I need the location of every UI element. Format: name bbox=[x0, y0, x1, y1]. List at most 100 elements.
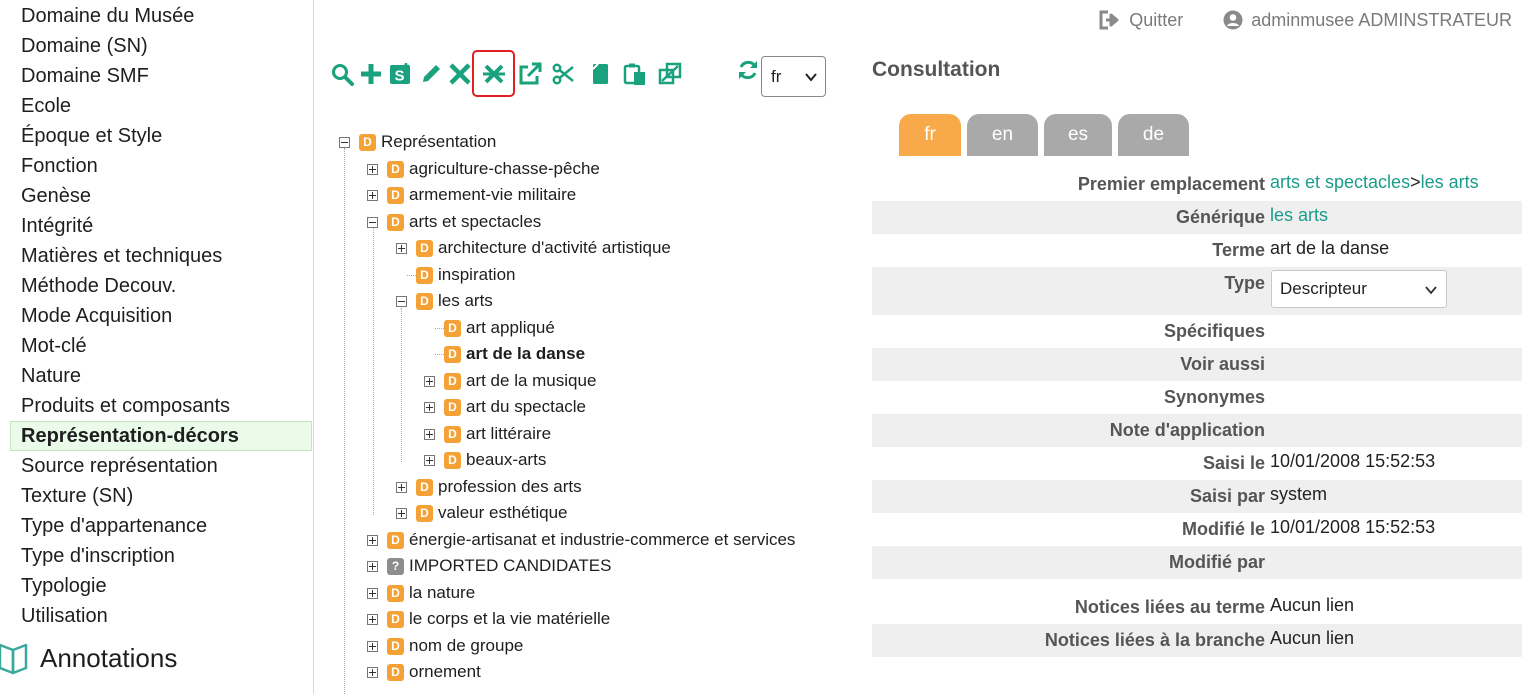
tree-node[interactable]: D art de la musique bbox=[424, 368, 596, 394]
collapse-toggle-icon[interactable] bbox=[339, 136, 350, 148]
tab-en[interactable]: en bbox=[967, 114, 1038, 156]
tree-node-label[interactable]: beaux-arts bbox=[466, 450, 547, 469]
search-button[interactable] bbox=[328, 58, 356, 90]
expand-toggle-icon[interactable] bbox=[367, 534, 378, 546]
tree-node-label[interactable]: profession des arts bbox=[438, 477, 582, 496]
expand-toggle-icon[interactable] bbox=[424, 454, 435, 466]
tree-node[interactable]: D arts et spectacles bbox=[367, 209, 541, 235]
tree-node[interactable]: D Représentation bbox=[339, 129, 496, 155]
expand-toggle-icon[interactable] bbox=[367, 163, 378, 175]
copy-button[interactable] bbox=[586, 58, 614, 90]
user-menu[interactable]: adminmusee ADMINSTRATEUR bbox=[1223, 10, 1512, 31]
tree-node[interactable]: D architecture d'activité artistique bbox=[396, 235, 671, 261]
sidebar-item-domaine-smf[interactable]: Domaine SMF bbox=[21, 65, 149, 87]
open-external-button[interactable] bbox=[516, 58, 544, 90]
expand-toggle-icon[interactable] bbox=[424, 375, 435, 387]
tree-node[interactable]: D agriculture-chasse-pêche bbox=[367, 156, 600, 182]
tree-node[interactable]: D profession des arts bbox=[396, 474, 582, 500]
tree-node[interactable]: D art littéraire bbox=[424, 421, 551, 447]
tree-node-selected[interactable]: D art de la danse bbox=[424, 341, 585, 367]
expand-toggle-icon[interactable] bbox=[424, 428, 435, 440]
tree-node[interactable]: D valeur esthétique bbox=[396, 500, 567, 526]
sidebar-item-type-d-appartenance[interactable]: Type d'appartenance bbox=[21, 515, 208, 537]
expand-toggle-icon[interactable] bbox=[424, 401, 435, 413]
tree-node[interactable]: D inspiration bbox=[396, 262, 516, 288]
language-select[interactable]: fr bbox=[761, 56, 826, 97]
expand-toggle-icon[interactable] bbox=[367, 587, 378, 599]
sidebar-item-produits-et-composants[interactable]: Produits et composants bbox=[21, 395, 230, 417]
type-select[interactable]: Descripteur bbox=[1271, 270, 1447, 308]
tree-node-label[interactable]: nom de groupe bbox=[409, 636, 524, 655]
merge-button[interactable] bbox=[656, 58, 684, 90]
tree-node[interactable]: D nom de groupe bbox=[367, 633, 523, 659]
sidebar-item-mode-acquisition[interactable]: Mode Acquisition bbox=[21, 305, 173, 327]
tree-node[interactable]: D les arts bbox=[396, 288, 493, 314]
tree-node-label[interactable]: ornement bbox=[409, 662, 481, 681]
link-arts-et-spectacles[interactable]: arts et spectacles bbox=[1270, 172, 1411, 192]
sidebar-item-representation-decors[interactable]: Représentation-décors bbox=[10, 421, 312, 451]
move-button[interactable] bbox=[472, 50, 515, 97]
expand-toggle-icon[interactable] bbox=[396, 481, 407, 493]
sidebar-item-mot-cle[interactable]: Mot-clé bbox=[21, 335, 87, 357]
sidebar-item-genese[interactable]: Genèse bbox=[21, 185, 92, 207]
tree-node[interactable]: D la nature bbox=[367, 580, 475, 606]
tree-node[interactable]: D beaux-arts bbox=[424, 447, 546, 473]
expand-toggle-icon[interactable] bbox=[367, 189, 378, 201]
sidebar-item-utilisation[interactable]: Utilisation bbox=[21, 605, 108, 627]
edit-button[interactable] bbox=[417, 58, 445, 90]
expand-toggle-icon[interactable] bbox=[396, 242, 407, 254]
sidebar-item-integrite[interactable]: Intégrité bbox=[21, 215, 94, 237]
tree-node[interactable]: D ornement bbox=[367, 659, 481, 685]
tree-node[interactable]: D énergie-artisanat et industrie-commerc… bbox=[367, 527, 795, 553]
paste-button[interactable] bbox=[621, 58, 649, 90]
tree-node[interactable]: D armement-vie militaire bbox=[367, 182, 576, 208]
tree-node-label[interactable]: agriculture-chasse-pêche bbox=[409, 159, 600, 178]
expand-toggle-icon[interactable] bbox=[367, 613, 378, 625]
expand-toggle-icon[interactable] bbox=[367, 640, 378, 652]
tree-node-label[interactable]: IMPORTED CANDIDATES bbox=[409, 556, 612, 575]
tree-node[interactable]: ? IMPORTED CANDIDATES bbox=[367, 553, 611, 579]
tree-node[interactable]: D art appliqué bbox=[424, 315, 555, 341]
refresh-button[interactable] bbox=[734, 54, 762, 86]
tree-node-label[interactable]: les arts bbox=[438, 291, 493, 310]
sidebar-item-domaine-du-musee[interactable]: Domaine du Musée bbox=[21, 5, 195, 27]
sidebar-item-annotations[interactable]: Annotations bbox=[0, 638, 177, 678]
tree-node-label[interactable]: valeur esthétique bbox=[438, 503, 568, 522]
link-les-arts[interactable]: les arts bbox=[1420, 172, 1479, 192]
delete-button[interactable] bbox=[446, 58, 474, 90]
tab-de[interactable]: de bbox=[1118, 114, 1189, 156]
tree-node-label[interactable]: art de la danse bbox=[466, 344, 586, 363]
sidebar-item-fonction[interactable]: Fonction bbox=[21, 155, 98, 177]
collapse-toggle-icon[interactable] bbox=[396, 295, 407, 307]
sidebar-item-typologie[interactable]: Typologie bbox=[21, 575, 107, 597]
sidebar-item-domaine-sn[interactable]: Domaine (SN) bbox=[21, 35, 148, 57]
sidebar-item-methode-decouv[interactable]: Méthode Decouv. bbox=[21, 275, 177, 297]
tree-node-label[interactable]: arts et spectacles bbox=[409, 212, 542, 231]
tree-node-label[interactable]: architecture d'activité artistique bbox=[438, 238, 671, 257]
tab-es[interactable]: es bbox=[1044, 114, 1112, 156]
expand-toggle-icon[interactable] bbox=[367, 560, 378, 572]
expand-toggle-icon[interactable] bbox=[367, 666, 378, 678]
sidebar-item-texture-sn[interactable]: Texture (SN) bbox=[21, 485, 134, 507]
sidebar-item-type-d-inscription[interactable]: Type d'inscription bbox=[21, 545, 175, 567]
tree-node-label[interactable]: art littéraire bbox=[466, 424, 552, 443]
tree-node-label[interactable]: armement-vie militaire bbox=[409, 185, 577, 204]
tree-node-label[interactable]: la nature bbox=[409, 583, 476, 602]
tree-node-label[interactable]: le corps et la vie matérielle bbox=[409, 609, 611, 628]
cut-button[interactable] bbox=[550, 58, 578, 90]
tree-node-label[interactable]: art du spectacle bbox=[466, 397, 587, 416]
tree-node[interactable]: D art du spectacle bbox=[424, 394, 586, 420]
sidebar-item-epoque-et-style[interactable]: Époque et Style bbox=[21, 125, 163, 147]
tree-node-label[interactable]: Représentation bbox=[381, 132, 497, 151]
sidebar-item-ecole[interactable]: Ecole bbox=[21, 95, 72, 117]
sidebar-item-matieres-et-techniques[interactable]: Matières et techniques bbox=[21, 245, 223, 267]
tree-node-label[interactable]: inspiration bbox=[438, 265, 516, 284]
tree-node-label[interactable]: art appliqué bbox=[466, 318, 555, 337]
quit-button[interactable]: Quitter bbox=[1099, 10, 1183, 31]
tree-node-label[interactable]: art de la musique bbox=[466, 371, 597, 390]
tree-node-label[interactable]: énergie-artisanat et industrie-commerce … bbox=[409, 530, 796, 549]
s-box-button[interactable]: S bbox=[387, 58, 415, 90]
link-generique-les-arts[interactable]: les arts bbox=[1270, 205, 1329, 225]
add-button[interactable] bbox=[357, 58, 385, 90]
sidebar-item-source-representation[interactable]: Source représentation bbox=[21, 455, 218, 477]
